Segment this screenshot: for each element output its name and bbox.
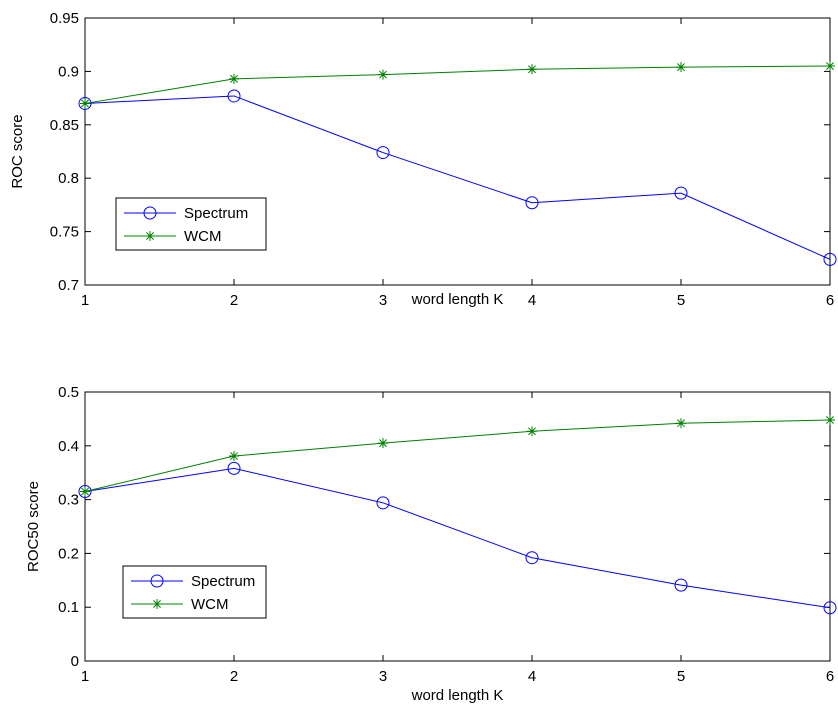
wcm-series-line: [84, 419, 831, 493]
wcm-data-point: [80, 486, 90, 497]
x-tick-label: 6: [826, 668, 834, 685]
legend-label-spectrum: Spectrum: [184, 205, 248, 222]
legend-label-wcm: WCM: [184, 228, 222, 245]
spectrum-data-point: [78, 96, 92, 110]
wcm-data-point: [825, 61, 835, 72]
x-tick-label: 5: [677, 668, 685, 685]
x-axis-label: word length K: [411, 291, 504, 308]
wcm-data-point: [676, 418, 686, 429]
x-tick-label: 2: [230, 668, 238, 685]
spectrum-data-point: [674, 186, 688, 200]
legend: Spectrum WCM: [122, 565, 267, 619]
spectrum-data-point: [376, 146, 390, 160]
spectrum-data-point: [823, 601, 837, 615]
wcm-data-point: [80, 98, 90, 109]
x-tick-label: 1: [81, 668, 89, 685]
y-tick-label: 0.95: [50, 10, 79, 27]
legend-box: [115, 197, 267, 251]
y-tick-label: 0.75: [50, 224, 79, 241]
spectrum-data-point: [376, 496, 390, 510]
spectrum-series-line: [84, 467, 831, 609]
spectrum-series-line: [84, 95, 831, 260]
x-tick-label: 5: [677, 292, 685, 309]
legend-label-spectrum: Spectrum: [191, 573, 255, 590]
x-tick-label: 2: [230, 292, 238, 309]
spectrum-data-point: [525, 551, 539, 565]
y-tick-label: 0.8: [58, 170, 79, 187]
y-tick-label: 0.4: [58, 438, 79, 455]
legend-marker-wcm: [145, 231, 155, 241]
spectrum-data-point: [823, 252, 837, 266]
plot-area: [84, 391, 831, 662]
y-tick-label: 0.2: [58, 545, 79, 562]
wcm-data-point: [229, 451, 239, 462]
x-tick-label: 3: [379, 668, 387, 685]
wcm-data-point: [676, 62, 686, 73]
legend-box: [122, 565, 267, 619]
spectrum-data-point: [674, 578, 688, 592]
legend: Spectrum WCM: [115, 197, 267, 251]
y-axis-label: ROC score: [9, 114, 26, 188]
legend-marker-spectrum: [143, 206, 157, 220]
wcm-data-point: [378, 438, 388, 449]
roc-chart: 1 2 3 4 5 6 0.7 0.75 0.8 0.85 0.9 0.95 word length K…: [9, 10, 837, 309]
legend-label-wcm: WCM: [191, 596, 229, 613]
y-tick-label: 0.9: [58, 63, 79, 80]
y-tick-label: 0: [71, 653, 79, 670]
legend-marker-spectrum: [150, 574, 164, 588]
roc50-chart: 1 2 3 4 5 6 0 0.1 0.2 0.3 0.4 0.5 word length K ROC50…: [25, 384, 837, 704]
y-tick-label: 0.5: [58, 384, 79, 401]
x-tick-label: 4: [528, 668, 536, 685]
x-tick-label: 3: [379, 292, 387, 309]
wcm-data-point: [378, 69, 388, 80]
y-tick-label: 0.7: [58, 277, 79, 294]
legend-marker-wcm: [152, 599, 162, 609]
y-tick-label: 0.85: [50, 117, 79, 134]
x-tick-label: 4: [528, 292, 536, 309]
spectrum-data-point: [227, 89, 241, 103]
wcm-series-line: [84, 65, 831, 104]
x-tick-label: 6: [826, 292, 834, 309]
spectrum-data-point: [525, 196, 539, 210]
x-axis-label: word length K: [411, 687, 504, 704]
spectrum-data-point: [227, 461, 241, 475]
spectrum-data-point: [78, 485, 92, 499]
wcm-data-point: [527, 426, 537, 437]
x-tick-label: 1: [81, 292, 89, 309]
y-tick-label: 0.1: [58, 599, 79, 616]
y-tick-label: 0.3: [58, 492, 79, 509]
y-axis-label: ROC50 score: [25, 481, 42, 572]
wcm-data-point: [527, 64, 537, 75]
wcm-data-point: [229, 73, 239, 84]
wcm-data-point: [825, 414, 835, 425]
